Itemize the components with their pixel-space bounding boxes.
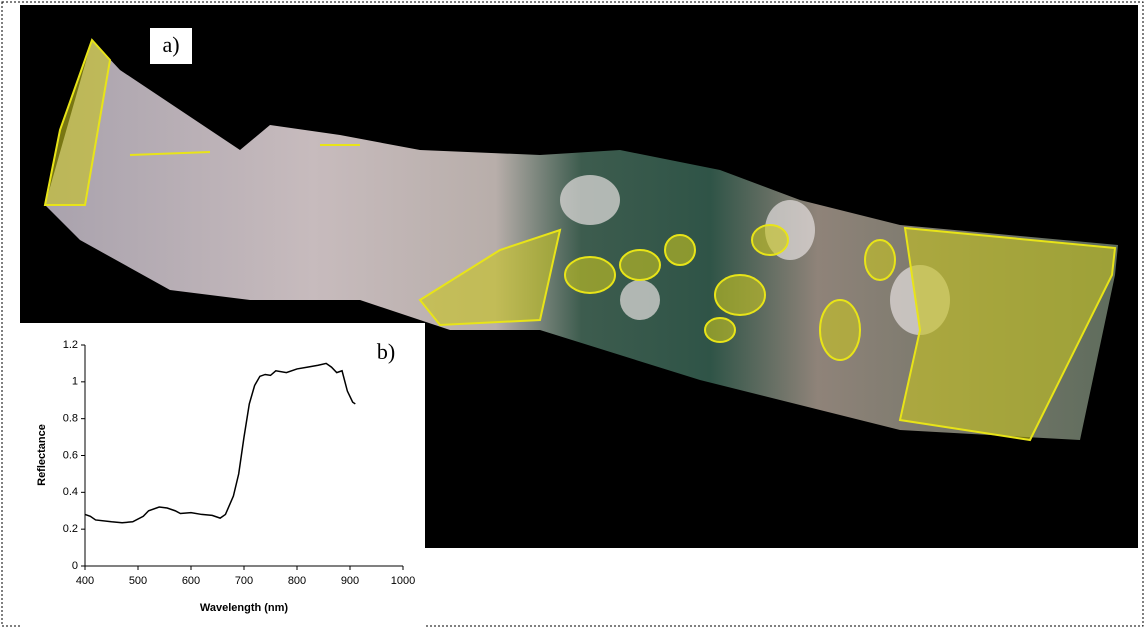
image-label: a) (162, 32, 179, 57)
chart-annotation: b) (377, 339, 395, 364)
y-tick-label: 0 (72, 560, 78, 572)
y-tick-label: 0.2 (63, 523, 78, 535)
x-tick-label: 600 (182, 575, 200, 587)
figure-canvas: a) b) Wavelength (nm) Reflectance 0 0.2 0.… (0, 0, 1145, 628)
figure: a) b) Wavelength (nm) Reflectance 0 0.2 0.… (0, 0, 1145, 628)
y-tick-label: 0.6 (63, 449, 78, 461)
x-tick-label: 900 (341, 575, 359, 587)
y-tick-label: 0.8 (63, 413, 78, 425)
x-tick-label: 700 (235, 575, 253, 587)
x-tick-label: 400 (76, 575, 94, 587)
x-tick-label: 500 (129, 575, 147, 587)
x-tick-label: 800 (288, 575, 306, 587)
y-tick-label: 1 (72, 376, 78, 388)
x-axis-label: Wavelength (nm) (200, 602, 289, 614)
y-tick-label: 1.2 (63, 339, 78, 351)
y-axis-label: Reflectance (36, 424, 48, 486)
x-tick-label: 1000 (391, 575, 415, 587)
y-tick-label: 0.4 (63, 486, 78, 498)
